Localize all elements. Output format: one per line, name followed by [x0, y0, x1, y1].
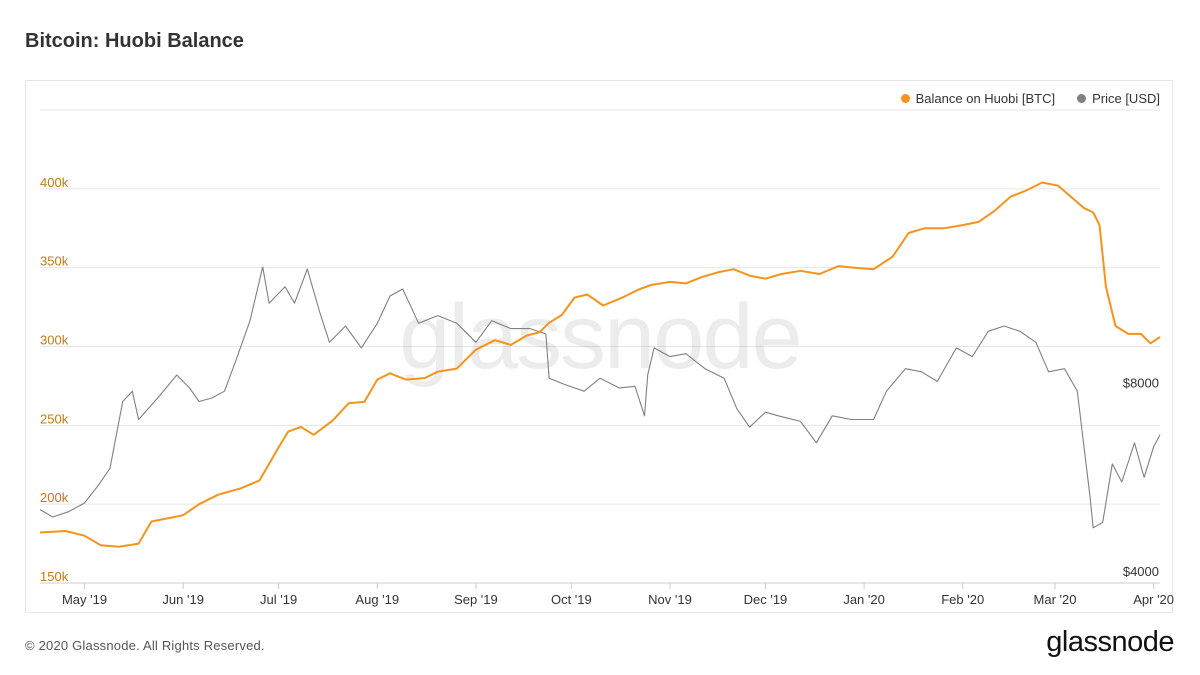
x-tick-label: Apr '20 — [1133, 592, 1174, 607]
series-line-balance — [39, 181, 1161, 548]
footer-copyright: © 2020 Glassnode. All Rights Reserved. — [25, 638, 265, 653]
y-left-tick-label: 300k — [40, 333, 69, 348]
x-tick-label: Jul '19 — [260, 592, 297, 607]
y-right-tick-label: $4000 — [1123, 564, 1159, 579]
y-left-tick-label: 200k — [40, 490, 69, 505]
x-tick-label: Oct '19 — [551, 592, 592, 607]
y-left-tick-label: 350k — [40, 254, 69, 269]
legend-dot-price — [1077, 94, 1087, 103]
legend-item-balance[interactable]: Balance on Huobi [BTC] — [900, 91, 1056, 106]
chart-frame — [25, 80, 1173, 613]
watermark-text: glassnode — [399, 286, 800, 388]
x-tick-label: Dec '19 — [744, 592, 788, 607]
legend-label-balance: Balance on Huobi [BTC] — [915, 91, 1056, 106]
y-left-tick-label: 150k — [40, 569, 69, 584]
y-right-tick-label: $8000 — [1123, 376, 1159, 391]
y-left-tick-label: 400k — [40, 175, 69, 190]
series-line-price — [39, 266, 1161, 529]
x-tick-label: Sep '19 — [454, 592, 498, 607]
axis-layer: 150k 200k 250k 300k 350k 400k $4000 $8000 May '1… — [40, 175, 1174, 607]
legend-dot-balance — [900, 94, 910, 103]
x-tick-label: Aug '19 — [355, 592, 399, 607]
x-tick-label: Feb '20 — [941, 592, 984, 607]
x-tick-label: Jan '20 — [843, 592, 885, 607]
y-left-tick-label: 250k — [40, 411, 69, 426]
footer-logo[interactable]: glassnode — [1046, 626, 1174, 658]
x-tick-label: Jun '19 — [162, 592, 204, 607]
page-title: Bitcoin: Huobi Balance — [25, 30, 244, 52]
legend-item-price[interactable]: Price [USD] — [1077, 91, 1160, 106]
chart-legend: Balance on Huobi [BTC] Price [USD] — [900, 91, 1160, 106]
x-tick-label: Mar '20 — [1034, 592, 1077, 607]
legend-label-price: Price [USD] — [1092, 91, 1160, 106]
x-tick-label: Nov '19 — [648, 592, 692, 607]
series-layer — [39, 181, 1161, 548]
x-tick-label: May '19 — [62, 592, 107, 607]
